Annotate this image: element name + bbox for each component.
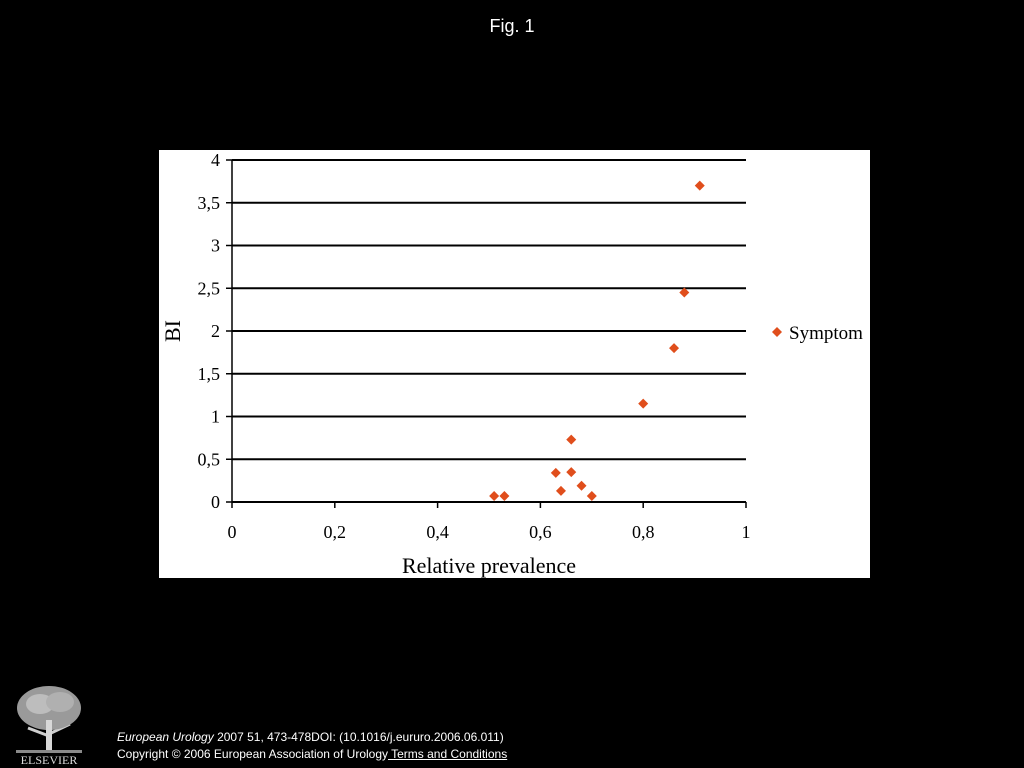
elsevier-wordmark: ELSEVIER [21,753,78,766]
data-point-diamond [669,343,680,354]
x-tick-label: 0,4 [426,522,449,542]
data-point-diamond [694,180,705,191]
legend: Symptom [772,323,863,344]
data-point-diamond [586,491,597,502]
data-point-diamond [679,287,690,298]
copyright-text: Copyright © 2006 European Association of… [117,747,389,761]
legend-marker-diamond [772,327,782,337]
y-tick-label: 3 [211,236,220,256]
data-point-diamond [489,491,500,502]
y-tick-label: 1,5 [198,364,221,384]
x-tick-label: 0,8 [632,522,655,542]
y-tick-label: 1 [211,407,220,427]
data-points [489,180,705,502]
x-tick-label: 1 [742,522,751,542]
data-point-diamond [576,480,587,491]
citation-line: European Urology 2007 51, 473-478DOI: (1… [117,729,507,746]
y-tick-label: 2,5 [198,278,221,298]
citation-block: European Urology 2007 51, 473-478DOI: (1… [117,729,507,763]
citation-details: 2007 51, 473-478DOI: (10.1016/j.eururo.2… [213,730,504,744]
x-tick-label: 0 [228,522,237,542]
x-axis-label: Relative prevalence [402,553,576,578]
y-tick-label: 0 [211,492,220,512]
x-tick-label: 0,6 [529,522,552,542]
axes [226,159,747,508]
data-point-diamond [566,467,577,478]
data-point-diamond [566,434,577,445]
x-tick-label: 0,2 [324,522,347,542]
gridlines [232,159,746,503]
scatter-chart: 0 0,5 1 1,5 2 2,5 3 3,5 4 0 0,2 0,4 0,6 0,8 1 Relative… [159,150,870,578]
y-tick-label: 2 [211,321,220,341]
y-tick-label: 4 [211,150,220,170]
data-point-diamond [555,485,566,496]
figure-title: Fig. 1 [489,16,535,36]
data-point-diamond [638,398,649,409]
chart-svg: 0 0,5 1 1,5 2 2,5 3 3,5 4 0 0,2 0,4 0,6 0,8 1 Relative… [160,150,863,578]
tick-labels: 0 0,5 1 1,5 2 2,5 3 3,5 4 0 0,2 0,4 0,6 0,8 1 [198,150,751,542]
data-point-diamond [499,491,510,502]
copyright-line: Copyright © 2006 European Association of… [117,746,507,763]
legend-label: Symptom [789,323,863,344]
journal-name: European Urology [117,730,214,744]
elsevier-logo: ELSEVIER [10,680,88,766]
y-tick-label: 3,5 [198,193,221,213]
terms-and-conditions-link[interactable]: Terms and Conditions [388,747,508,761]
y-tick-label: 0,5 [198,449,221,469]
data-point-diamond [550,467,561,478]
y-axis-label: BI [160,320,185,342]
